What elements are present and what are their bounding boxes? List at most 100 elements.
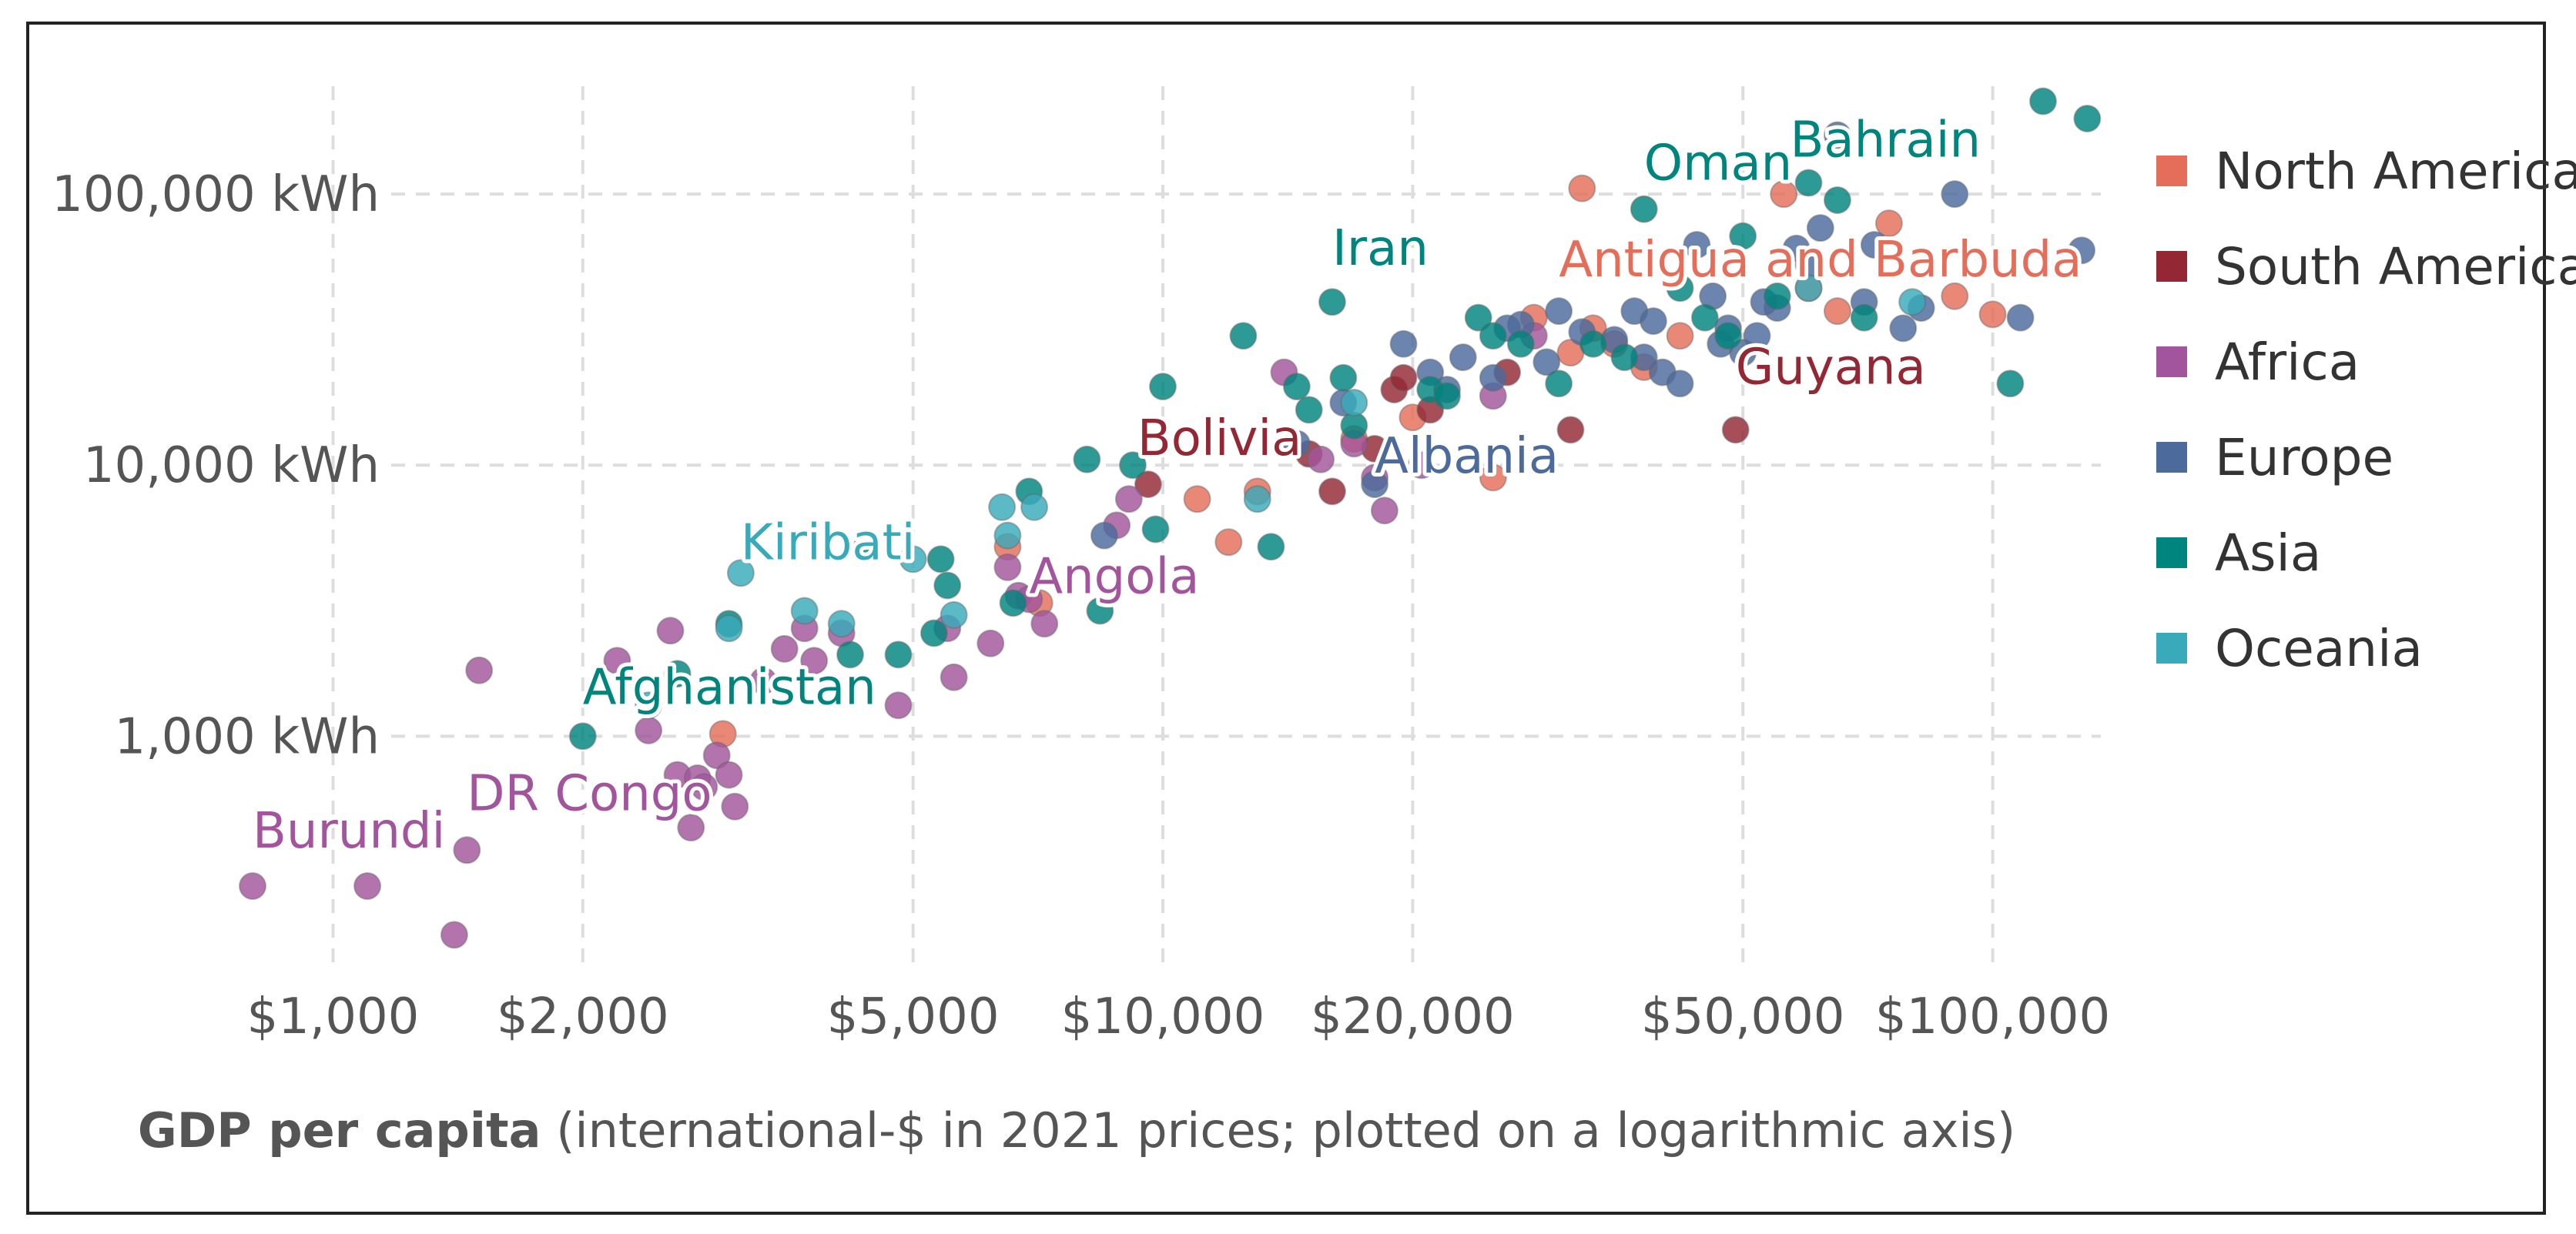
data-point — [1118, 451, 1147, 480]
data-point — [1545, 370, 1573, 398]
data-point — [1823, 121, 1851, 149]
data-point — [1823, 297, 1851, 326]
series-africa — [239, 322, 1548, 949]
data-point — [1389, 363, 1418, 392]
data-point — [1479, 363, 1507, 392]
data-point — [1794, 274, 1823, 303]
data-point — [635, 716, 663, 744]
scatter-plot: 1,000 kWh 10,000 kWh 100,000 kWh $1,000 $2,… — [52, 86, 2110, 1045]
y-axis-ticks: 1,000 kWh 10,000 kWh 100,000 kWh — [52, 166, 380, 765]
data-point — [1763, 282, 1791, 310]
country-label-oman: Oman — [1644, 135, 1793, 192]
data-point — [1683, 230, 1711, 259]
data-point — [1978, 300, 2007, 329]
x-tick-label: $5,000 — [827, 988, 1000, 1045]
data-point — [1874, 209, 1903, 238]
legend-swatch — [2156, 442, 2187, 473]
data-point — [1318, 477, 1346, 506]
data-point — [1030, 610, 1059, 638]
data-point — [884, 640, 913, 669]
data-point — [1545, 297, 1573, 326]
data-point — [988, 493, 1017, 521]
x-tick-label: $1,000 — [246, 988, 419, 1045]
data-point — [993, 521, 1022, 550]
x-axis-title-rest: (international-$ in 2021 prices; plotted… — [541, 1102, 2016, 1159]
data-point — [1389, 329, 1418, 358]
country-labels: Burundi DR Congo Afghanistan Kiribati Angola… — [249, 109, 2086, 864]
legend-item-oceania[interactable]: Oceania — [2156, 600, 2576, 696]
data-point — [790, 597, 819, 625]
data-point — [1407, 451, 1435, 480]
legend-item-europe[interactable]: Europe — [2156, 410, 2576, 505]
data-point — [1506, 329, 1535, 358]
data-point — [1464, 303, 1492, 332]
legend-swatch — [2156, 251, 2187, 282]
data-point — [1690, 303, 1719, 332]
legend-label: North America — [2215, 141, 2576, 201]
data-point — [920, 619, 948, 647]
data-point — [1340, 389, 1368, 417]
data-point — [353, 872, 382, 901]
country-label-dr-congo: DR Congo — [467, 765, 712, 822]
data-point — [715, 761, 743, 789]
data-point — [568, 722, 597, 751]
y-tick-label: 1,000 kWh — [115, 708, 380, 765]
data-point — [940, 600, 968, 629]
data-point — [899, 545, 927, 574]
data-point — [239, 872, 266, 901]
data-point — [1243, 485, 1271, 513]
country-label-iran: Iran — [1332, 220, 1429, 277]
country-label-afghanistan: Afghanistan — [583, 659, 876, 716]
data-point — [1307, 445, 1335, 473]
data-point — [1141, 515, 1170, 543]
data-point — [749, 667, 778, 695]
legend-label: South America — [2215, 236, 2576, 296]
data-point — [1941, 282, 1969, 310]
data-point — [702, 741, 731, 770]
data-point — [1183, 485, 1211, 513]
country-label-bolivia: Bolivia — [1137, 410, 1302, 467]
data-point — [1282, 430, 1311, 458]
legend-item-north-america[interactable]: North America — [2156, 123, 2576, 219]
x-axis-ticks: $1,000 $2,000 $5,000 $10,000 $20,000 $50,000 $… — [246, 988, 2110, 1045]
x-tick-label: $2,000 — [497, 988, 669, 1045]
data-point — [1533, 348, 1561, 376]
data-point — [999, 589, 1027, 617]
country-label-guyana: Guyana — [1736, 339, 1926, 396]
data-point — [1073, 445, 1101, 473]
data-point — [1729, 222, 1757, 250]
legend-label: Europe — [2215, 427, 2394, 487]
data-point — [1556, 416, 1585, 444]
series-oceania — [635, 274, 1927, 720]
data-point — [1806, 214, 1834, 242]
data-point — [656, 617, 685, 645]
data-points — [239, 87, 2102, 949]
data-point — [1770, 180, 1798, 209]
legend-item-africa[interactable]: Africa — [2156, 314, 2576, 410]
y-tick-label: 100,000 kWh — [52, 166, 380, 223]
data-point — [770, 634, 799, 663]
data-point — [1449, 343, 1477, 372]
data-point — [677, 814, 705, 842]
data-point — [1860, 230, 1888, 259]
data-point — [1568, 174, 1596, 202]
data-point — [1329, 363, 1358, 392]
data-point — [1214, 528, 1243, 557]
data-point — [1257, 533, 1285, 561]
legend-item-asia[interactable]: Asia — [2156, 505, 2576, 600]
x-tick-label: $100,000 — [1875, 988, 2110, 1045]
legend-swatch — [2156, 346, 2187, 377]
country-label-angola: Angola — [1029, 548, 1199, 605]
country-label-bahrain: Bahrain — [1790, 112, 1981, 169]
data-point — [1898, 288, 1927, 316]
data-point — [993, 553, 1022, 581]
data-point — [440, 921, 468, 949]
legend-item-south-america[interactable]: South America — [2156, 219, 2576, 314]
x-axis-title-bold: GDP per capita — [137, 1102, 541, 1159]
data-point — [726, 559, 755, 587]
x-axis-title: GDP per capita (international-$ in 2021 … — [29, 1102, 2124, 1159]
data-point — [663, 660, 692, 688]
data-point — [1479, 463, 1507, 492]
x-tick-label: $50,000 — [1641, 988, 1845, 1045]
data-point — [1370, 497, 1399, 525]
